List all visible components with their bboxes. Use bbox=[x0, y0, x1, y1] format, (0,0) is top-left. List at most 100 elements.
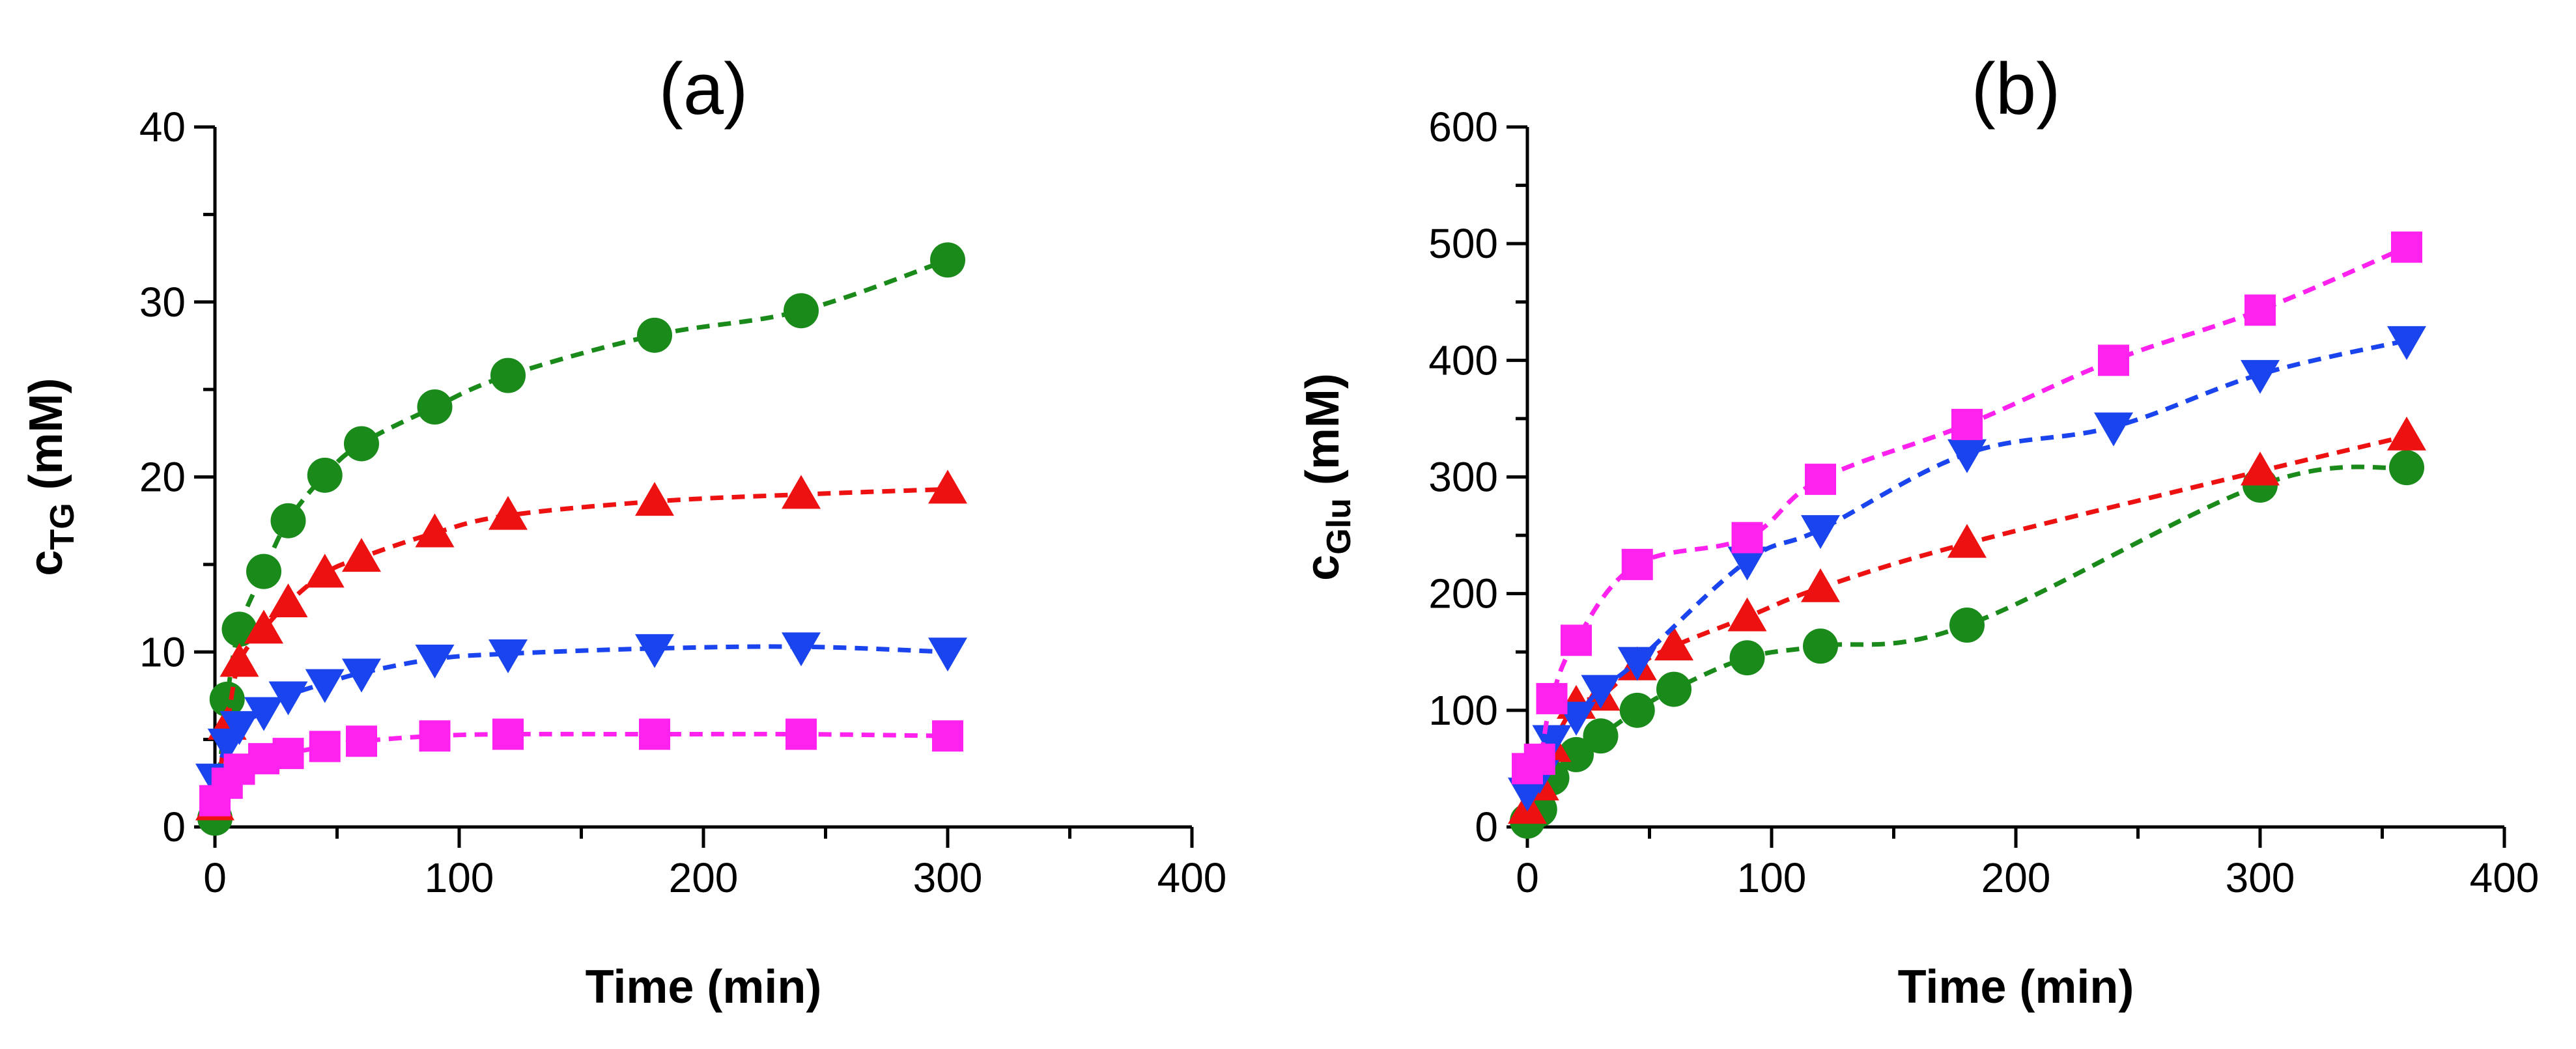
data-point bbox=[1656, 671, 1691, 707]
data-point bbox=[1523, 744, 1555, 776]
data-point bbox=[2094, 412, 2133, 447]
data-point bbox=[2387, 416, 2426, 451]
x-tick-label: 300 bbox=[2226, 854, 2295, 901]
data-point bbox=[928, 469, 967, 504]
series-circle bbox=[1510, 450, 2424, 839]
y-tick-label: 600 bbox=[1428, 104, 1498, 150]
series-triangle-down bbox=[1508, 326, 2426, 812]
data-point bbox=[244, 609, 283, 644]
series-square bbox=[199, 718, 963, 817]
data-point bbox=[2241, 451, 2280, 486]
series-triangle-up bbox=[195, 469, 967, 820]
data-point bbox=[932, 720, 963, 752]
data-point bbox=[1727, 597, 1767, 632]
y-tick-label: 100 bbox=[1428, 687, 1498, 734]
data-point bbox=[1654, 626, 1693, 661]
x-tick-label: 200 bbox=[1981, 854, 2051, 901]
data-point bbox=[1727, 546, 1767, 581]
data-point bbox=[1536, 682, 1568, 714]
data-point bbox=[490, 357, 526, 393]
data-point bbox=[219, 711, 259, 746]
data-point bbox=[342, 538, 381, 572]
y-tick-label: 0 bbox=[162, 804, 186, 850]
data-point bbox=[1803, 628, 1838, 664]
x-tick-label: 400 bbox=[1157, 854, 1227, 901]
x-tick-label: 300 bbox=[913, 854, 983, 901]
y-tick-label: 500 bbox=[1428, 220, 1498, 267]
y-tick-label: 300 bbox=[1428, 454, 1498, 501]
y-tick-label: 0 bbox=[1475, 804, 1498, 850]
panel-title: (a) bbox=[659, 48, 748, 130]
data-point bbox=[928, 637, 967, 672]
data-point bbox=[219, 643, 259, 677]
data-point bbox=[1805, 464, 1836, 496]
data-point bbox=[1532, 725, 1572, 759]
data-point bbox=[1951, 408, 1983, 440]
data-point bbox=[635, 634, 674, 668]
series-square bbox=[1512, 231, 2422, 785]
data-point bbox=[1801, 568, 1840, 602]
data-point bbox=[1561, 624, 1592, 656]
data-point bbox=[305, 553, 345, 588]
data-point bbox=[1617, 647, 1657, 681]
data-point bbox=[2389, 450, 2424, 486]
data-point bbox=[309, 731, 341, 762]
data-point bbox=[415, 645, 455, 678]
data-point bbox=[344, 426, 379, 462]
y-tick-label: 30 bbox=[139, 279, 186, 326]
data-point bbox=[2391, 231, 2422, 263]
x-tick-label: 400 bbox=[2470, 854, 2540, 901]
data-point bbox=[786, 718, 817, 750]
data-point bbox=[1619, 692, 1655, 728]
x-tick-label: 100 bbox=[425, 854, 494, 901]
data-point bbox=[268, 681, 308, 716]
data-point bbox=[639, 718, 670, 750]
series-line bbox=[1525, 464, 2407, 823]
data-point bbox=[1621, 548, 1653, 580]
data-point bbox=[305, 669, 345, 703]
data-point bbox=[1947, 524, 1987, 558]
panel-a: (a) 0 100 200 300 400 0 10 20 30 40 Time (min) cTG (… bbox=[20, 48, 1226, 1013]
data-point bbox=[2387, 326, 2426, 360]
y-tick-label: 400 bbox=[1428, 337, 1498, 384]
data-point bbox=[1583, 718, 1619, 754]
data-point bbox=[244, 697, 283, 731]
data-point bbox=[419, 720, 451, 752]
x-tick-label: 100 bbox=[1737, 854, 1807, 901]
data-point bbox=[307, 457, 343, 493]
data-point bbox=[209, 681, 245, 717]
data-point bbox=[272, 738, 304, 770]
data-point bbox=[1559, 736, 1594, 772]
y-axis-title: cTG (mM) bbox=[20, 378, 81, 576]
data-point bbox=[488, 496, 528, 530]
x-axis-title: Time (min) bbox=[1898, 961, 2134, 1013]
data-point bbox=[346, 725, 377, 757]
data-point bbox=[930, 242, 965, 278]
y-axis-title: cGlu (mM) bbox=[1297, 373, 1358, 581]
data-point bbox=[2098, 344, 2129, 376]
data-point bbox=[1729, 640, 1765, 676]
data-point bbox=[1731, 522, 1763, 553]
y-tick-label: 200 bbox=[1428, 570, 1498, 617]
data-point bbox=[1947, 439, 1987, 473]
panel-title: (b) bbox=[1972, 48, 2061, 130]
x-tick-label: 200 bbox=[669, 854, 739, 901]
data-point bbox=[246, 553, 281, 589]
data-point bbox=[415, 513, 455, 548]
panel-b: (b) 0 100 200 300 400 0 100 200 300 400 500 600 Time … bbox=[1297, 48, 2539, 1013]
data-point bbox=[2244, 294, 2276, 326]
data-point bbox=[1949, 608, 1985, 643]
y-tick-label: 20 bbox=[139, 454, 186, 501]
data-point bbox=[268, 583, 308, 617]
x-tick-label: 0 bbox=[1516, 854, 1539, 901]
data-point bbox=[2241, 359, 2280, 394]
data-point bbox=[492, 718, 524, 750]
x-tick-label: 0 bbox=[203, 854, 227, 901]
data-point bbox=[1581, 675, 1621, 709]
data-point bbox=[342, 658, 381, 693]
data-point bbox=[782, 632, 821, 667]
y-tick-label: 40 bbox=[139, 104, 186, 150]
data-point bbox=[417, 389, 453, 425]
data-point bbox=[270, 503, 306, 538]
